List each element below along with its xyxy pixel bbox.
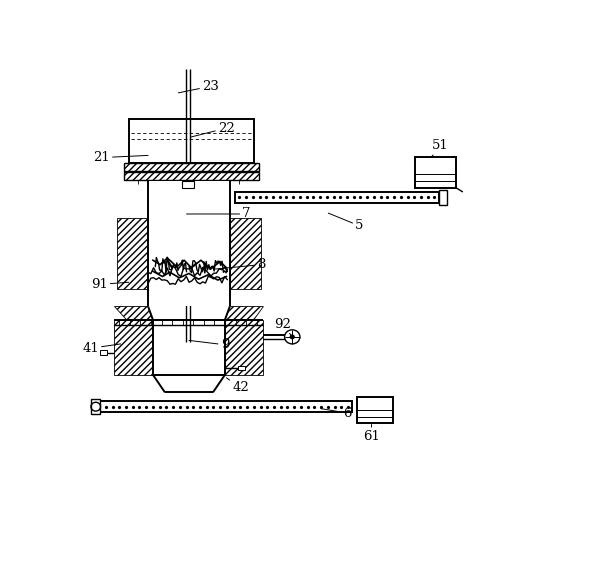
Bar <box>100 349 107 355</box>
Text: 5: 5 <box>328 213 364 232</box>
Text: 6: 6 <box>321 407 352 420</box>
Bar <box>234 192 439 203</box>
Bar <box>148 181 229 306</box>
Text: 8: 8 <box>216 258 265 271</box>
Bar <box>357 397 393 423</box>
Bar <box>182 181 194 188</box>
Polygon shape <box>225 307 263 320</box>
Text: 23: 23 <box>178 80 219 93</box>
Text: 7: 7 <box>187 208 251 220</box>
Bar <box>114 320 153 375</box>
Bar <box>439 190 448 205</box>
Text: 21: 21 <box>93 151 148 164</box>
Text: 92: 92 <box>274 317 292 337</box>
Text: 22: 22 <box>191 122 235 137</box>
Text: 9: 9 <box>189 338 229 351</box>
Circle shape <box>290 335 294 339</box>
Bar <box>415 157 456 188</box>
Bar <box>124 164 259 171</box>
Bar <box>100 401 352 412</box>
Text: 42: 42 <box>226 378 249 395</box>
Bar <box>129 120 254 164</box>
Bar <box>225 320 263 375</box>
Bar <box>117 219 148 289</box>
Text: 41: 41 <box>82 342 121 355</box>
Bar <box>124 172 259 180</box>
Bar <box>238 366 245 370</box>
Bar <box>91 399 100 414</box>
Bar <box>153 320 225 375</box>
Polygon shape <box>114 307 153 320</box>
Bar <box>230 219 261 289</box>
Text: 61: 61 <box>363 424 380 443</box>
Text: 91: 91 <box>91 278 129 291</box>
Text: 51: 51 <box>432 139 449 157</box>
